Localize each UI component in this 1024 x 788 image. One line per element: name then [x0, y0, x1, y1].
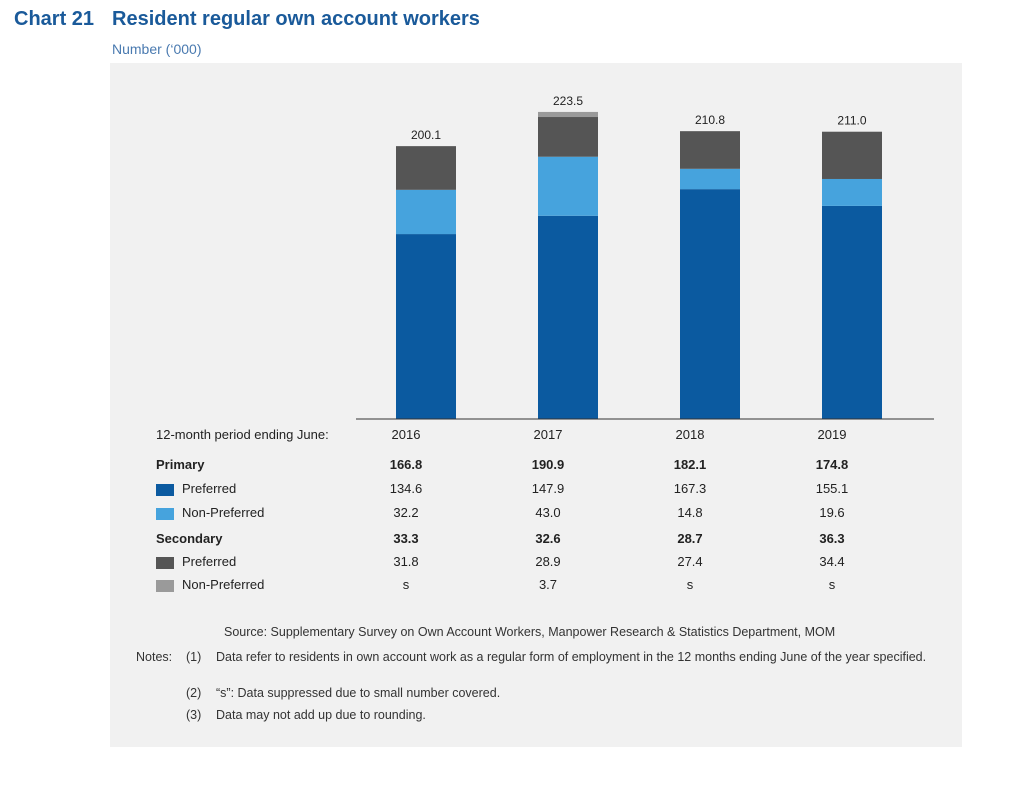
notes-label: Notes:: [136, 650, 173, 664]
table-cell: 147.9: [531, 481, 565, 496]
table-cell: 32.2: [393, 505, 419, 520]
bar-segment-2017-0: [538, 215, 598, 419]
bar-segment-2016-2: [396, 146, 456, 190]
row-label: Non-Preferred: [182, 505, 265, 520]
chart-number: Chart 21: [14, 8, 95, 30]
year-header-2019: 2019: [817, 427, 847, 442]
bar-segment-2018-1: [680, 168, 740, 190]
note-number: (3): [186, 708, 202, 722]
table-cell: 34.4: [819, 554, 845, 569]
source-note: Source: Supplementary Survey on Own Acco…: [224, 625, 836, 639]
table-cell: 134.6: [389, 481, 423, 496]
total-label-2019: 211.0: [837, 114, 866, 128]
table-cell: 36.3: [819, 531, 845, 546]
period-row: 12-month period ending June: 2016 2017 2018…: [110, 427, 962, 449]
table-row: Primary 166.8 190.9 182.1 174.8: [110, 457, 962, 479]
year-header-2018: 2018: [675, 427, 705, 442]
note-text: “s”: Data suppressed due to small number…: [216, 686, 501, 700]
table-cell: 43.0: [535, 505, 561, 520]
bar-segment-2018-2: [680, 131, 740, 169]
table-cell: 190.9: [531, 457, 565, 472]
bar-segment-2016-0: [396, 234, 456, 419]
table-cell: 33.3: [393, 531, 419, 546]
legend-swatch: [156, 508, 174, 520]
table-cell: 27.4: [677, 554, 703, 569]
table-row: Preferred 31.8 28.9 27.4 34.4: [110, 554, 962, 576]
bar-segment-2017-3: [538, 111, 598, 118]
chart-subtitle: Number (‘000): [112, 41, 202, 57]
table-row: Non-Preferred s 3.7 s s: [110, 577, 962, 599]
table-cell: 166.8: [389, 457, 423, 472]
table-cell: 28.9: [535, 554, 561, 569]
table-cell: 32.6: [535, 531, 561, 546]
table-cell: 28.7: [677, 531, 703, 546]
chart-panel: 200.1 223.5 210.8 211.0 12-month period end…: [110, 63, 962, 747]
row-label: Secondary: [156, 531, 223, 546]
period-label: 12-month period ending June:: [156, 427, 329, 442]
row-label: Non-Preferred: [182, 577, 265, 592]
table-row: Preferred 134.6 147.9 167.3 155.1: [110, 481, 962, 503]
table-row: Secondary 33.3 32.6 28.7 36.3: [110, 531, 962, 553]
bar-segment-2018-0: [680, 189, 740, 419]
bar-segment-2019-2: [822, 131, 882, 179]
legend-swatch: [156, 484, 174, 496]
table-cell: 14.8: [677, 505, 703, 520]
table-cell: 19.6: [819, 505, 845, 520]
total-label-2017: 223.5: [553, 94, 583, 108]
table-cell: s: [828, 577, 836, 592]
table-cell: 3.7: [538, 577, 558, 592]
legend-swatch: [156, 580, 174, 592]
table-cell: 174.8: [815, 457, 849, 472]
table-cell: 31.8: [393, 554, 419, 569]
row-label: Preferred: [182, 481, 237, 496]
legend-swatch: [156, 557, 174, 569]
table-cell: 155.1: [815, 481, 849, 496]
row-label: Primary: [156, 457, 205, 472]
year-header-2017: 2017: [533, 427, 563, 442]
bar-segment-2019-0: [822, 205, 882, 419]
bar-segment-2016-1: [396, 189, 456, 235]
note-number: (1): [186, 650, 202, 664]
chart-header: Chart 21 Resident regular own account wo…: [14, 8, 480, 31]
note-number: (2): [186, 686, 202, 700]
table-cell: s: [402, 577, 410, 592]
chart-title: Resident regular own account workers: [112, 8, 480, 30]
year-header-2016: 2016: [391, 427, 421, 442]
stacked-bar-chart: 200.1 223.5 210.8 211.0: [356, 94, 934, 420]
row-label: Preferred: [182, 554, 237, 569]
table-cell: 167.3: [673, 481, 707, 496]
table-cell: 182.1: [673, 457, 707, 472]
total-label-2016: 200.1: [411, 128, 441, 142]
total-label-2018: 210.8: [695, 113, 725, 127]
bar-segment-2017-1: [538, 156, 598, 216]
table-cell: s: [686, 577, 694, 592]
bar-segment-2017-2: [538, 117, 598, 157]
note-text: Data refer to residents in own account w…: [216, 650, 927, 664]
table-row: Non-Preferred 32.2 43.0 14.8 19.6: [110, 505, 962, 527]
bar-segment-2019-1: [822, 178, 882, 206]
note-text: Data may not add up due to rounding.: [216, 708, 426, 722]
